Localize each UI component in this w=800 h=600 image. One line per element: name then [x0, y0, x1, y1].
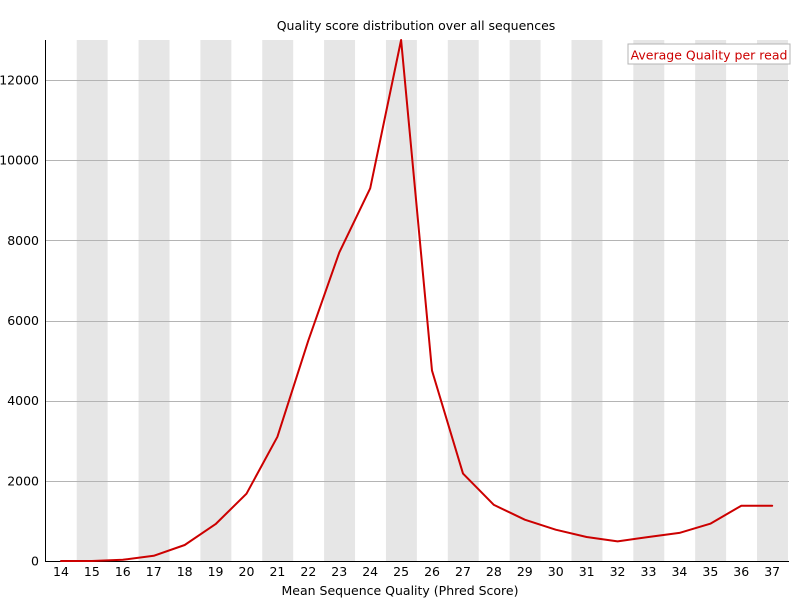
stripe [571, 40, 603, 561]
y-tick-label: 2000 [7, 473, 39, 488]
stripe [695, 40, 727, 561]
data-point [647, 536, 650, 538]
data-point [122, 559, 124, 561]
axes [45, 40, 789, 562]
data-point [555, 529, 557, 531]
x-tick-label: 26 [424, 564, 440, 579]
data-point [276, 436, 279, 438]
x-tick-label: 17 [146, 564, 162, 579]
data-point [493, 504, 495, 506]
x-tick-label: 24 [362, 564, 378, 579]
stripe [76, 40, 108, 561]
legend: Average Quality per read [627, 43, 791, 65]
y-tick-label: 12000 [0, 73, 39, 88]
data-point [338, 251, 340, 254]
x-tick-label: 16 [115, 564, 131, 579]
data-point [586, 536, 588, 538]
series-layer [60, 39, 774, 562]
data-point [462, 473, 464, 475]
x-tick-label: 30 [548, 564, 564, 579]
data-point [91, 560, 93, 562]
x-tick-label: 31 [579, 564, 595, 579]
x-tick-label: 32 [610, 564, 626, 579]
data-point [245, 493, 248, 495]
data-point [431, 370, 433, 372]
data-point [307, 339, 309, 342]
x-tick-label: 33 [641, 564, 657, 579]
data-point [709, 523, 711, 525]
data-point [369, 187, 371, 189]
x-tick-label: 36 [733, 564, 749, 579]
y-tick-labels: 0 2000 4000 6000 8000 10000 12000 [0, 73, 39, 569]
stripe [447, 40, 479, 561]
horizontal-gridlines [45, 80, 789, 482]
x-tick-label: 19 [208, 564, 224, 579]
data-point [60, 560, 62, 562]
x-tick-label: 20 [239, 564, 255, 579]
x-tick-label: 15 [84, 564, 100, 579]
data-point [184, 544, 186, 546]
stripe [324, 40, 356, 561]
y-tick-label: 6000 [7, 313, 39, 328]
data-point [678, 532, 681, 534]
data-point [214, 523, 217, 525]
x-tick-label: 25 [393, 564, 409, 579]
x-axis-label: Mean Sequence Quality (Phred Score) [282, 583, 519, 598]
x-tick-label: 37 [764, 564, 780, 579]
data-point [740, 505, 742, 507]
series-line [60, 39, 774, 562]
data-point [524, 519, 526, 521]
stripe [385, 40, 417, 561]
data-point [771, 505, 773, 507]
chart-title: Quality score distribution over all sequ… [277, 18, 556, 33]
stripe [138, 40, 170, 561]
data-point [400, 39, 402, 41]
y-tick-label: 8000 [7, 233, 39, 248]
x-tick-label: 23 [331, 564, 347, 579]
y-tick-label: 4000 [7, 393, 39, 408]
stripe [757, 40, 788, 561]
x-tick-label: 35 [702, 564, 718, 579]
x-tick-label: 18 [177, 564, 193, 579]
stripe [262, 40, 294, 561]
x-tick-label: 29 [517, 564, 533, 579]
x-tick-label: 27 [455, 564, 471, 579]
x-tick-labels: 14 15 16 17 18 19 20 21 22 23 24 25 26 27 28 29 30 31 32 33… [53, 564, 780, 579]
x-tick-label: 21 [269, 564, 285, 579]
stripe [200, 40, 232, 561]
legend-box [627, 43, 791, 65]
legend-item-label: Average Quality per read [631, 48, 788, 63]
stripe [509, 40, 541, 561]
background-stripes [76, 40, 788, 561]
x-tick-label: 34 [671, 564, 687, 579]
x-tick-label: 14 [53, 564, 69, 579]
stripe [633, 40, 665, 561]
x-tick-label: 28 [486, 564, 502, 579]
x-tick-label: 22 [300, 564, 316, 579]
data-point [616, 540, 619, 542]
data-point [153, 555, 155, 557]
y-tick-label: 0 [31, 554, 39, 569]
y-tick-label: 10000 [0, 153, 39, 168]
